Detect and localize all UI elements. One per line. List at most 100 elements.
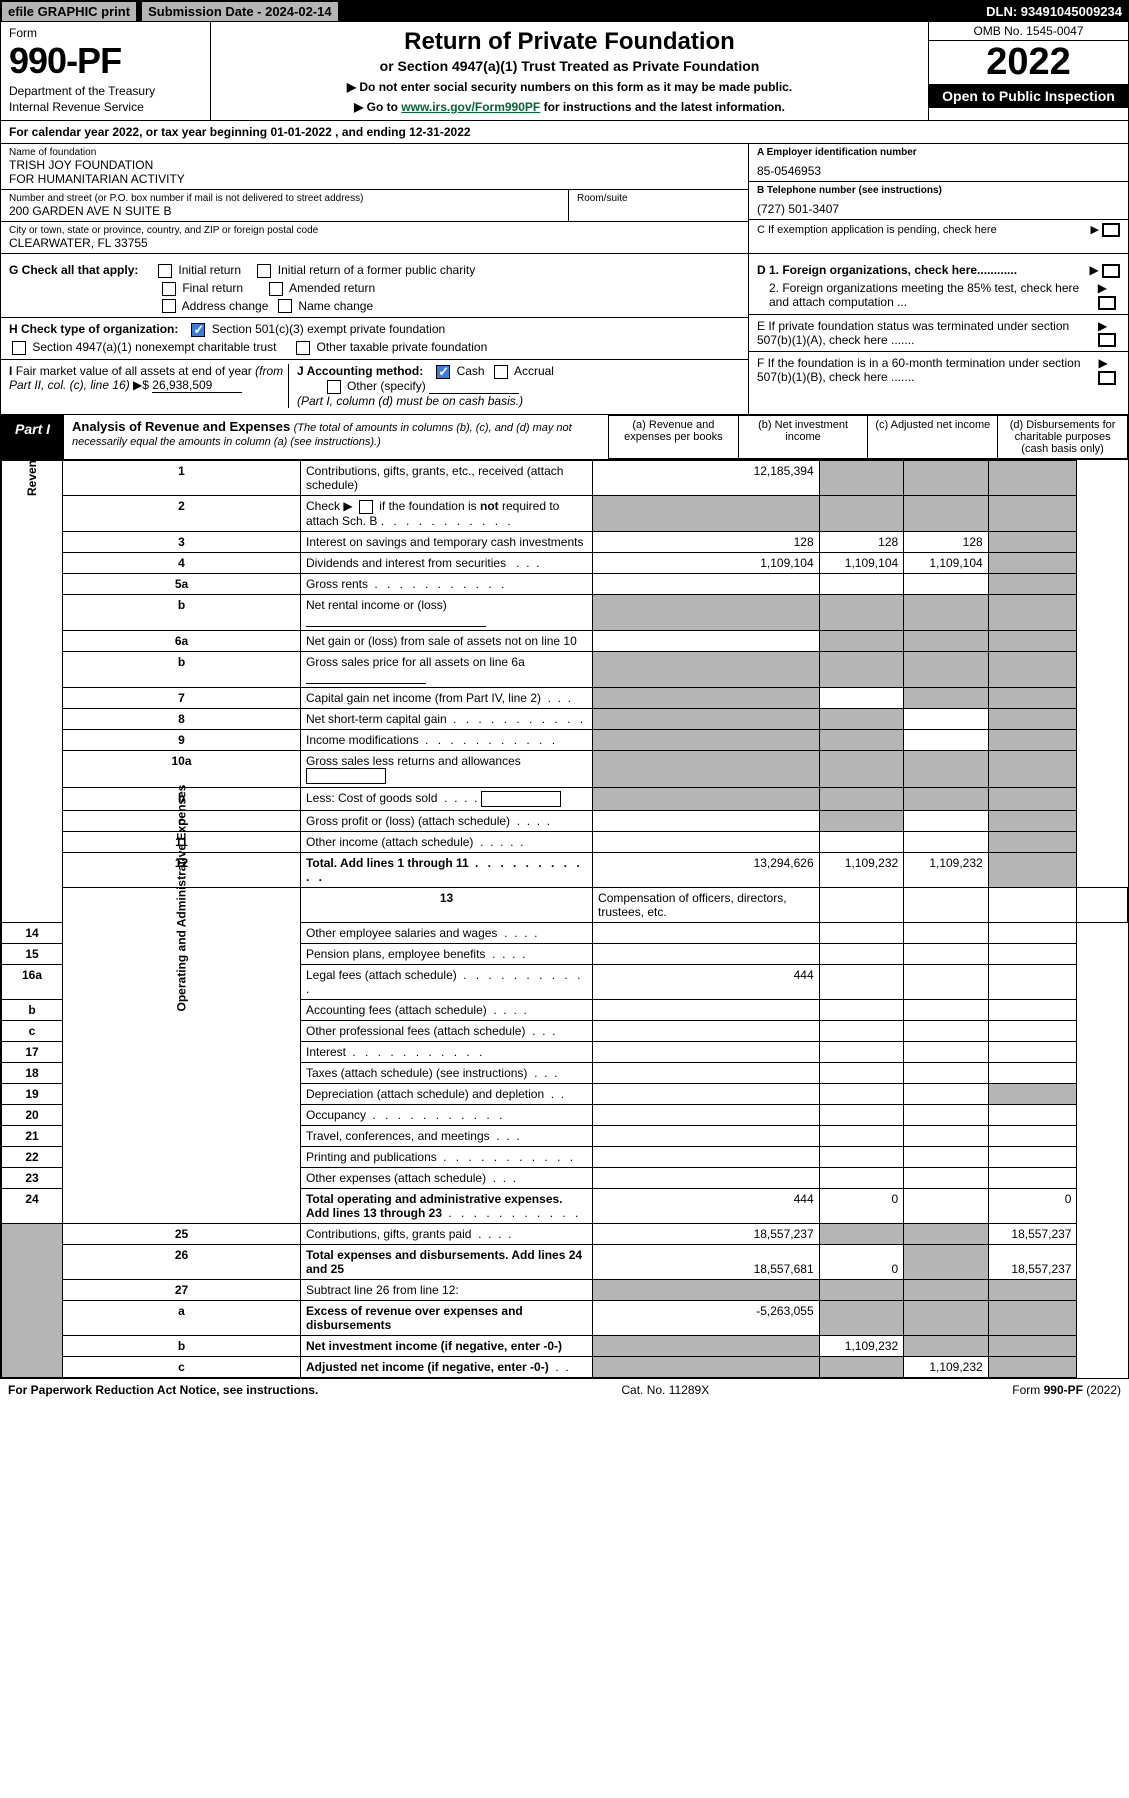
g-initial-former-check[interactable]: [257, 264, 271, 278]
line-val-a: 1,109,104: [593, 552, 820, 573]
g-amended-check[interactable]: [269, 282, 283, 296]
line-val-b: 1,109,104: [819, 552, 904, 573]
line-num: 1: [63, 460, 301, 495]
line-num: b: [63, 1335, 301, 1356]
checks-section: G Check all that apply: Initial return I…: [1, 254, 1128, 415]
line-desc: Printing and publications: [300, 1146, 592, 1167]
j-note: (Part I, column (d) must be on cash basi…: [297, 394, 523, 408]
table-row: Revenue 1 Contributions, gifts, grants, …: [2, 460, 1128, 495]
d1-label: D 1. Foreign organizations, check here..…: [757, 263, 1017, 277]
table-row: bNet rental income or (loss): [2, 594, 1128, 630]
tel-value: (727) 501-3407: [757, 202, 1120, 216]
col-c-header: (c) Adjusted net income: [868, 415, 998, 458]
line-val-b: 0: [819, 1188, 904, 1223]
line-desc: Net gain or (loss) from sale of assets n…: [300, 630, 592, 651]
e-checkbox[interactable]: [1098, 333, 1116, 347]
f-checkbox[interactable]: [1098, 371, 1116, 385]
part1-header: Part I Analysis of Revenue and Expenses …: [1, 415, 1128, 460]
i-block: I Fair market value of all assets at end…: [9, 364, 289, 408]
i-value: 26,938,509: [152, 378, 242, 393]
line-num: 6a: [63, 630, 301, 651]
table-row: 3 Interest on savings and temporary cash…: [2, 531, 1128, 552]
ein-value: 85-0546953: [757, 164, 1120, 178]
entity-right: A Employer identification number 85-0546…: [748, 144, 1128, 253]
c-checkbox[interactable]: [1102, 223, 1120, 237]
line-desc: Income modifications: [300, 729, 592, 750]
line-num: b: [63, 651, 301, 687]
h-4947-check[interactable]: [12, 341, 26, 355]
line-num: 23: [2, 1167, 63, 1188]
note-pre: ▶ Go to: [354, 100, 401, 114]
footer-left: For Paperwork Reduction Act Notice, see …: [8, 1383, 318, 1397]
line-val-d: [988, 460, 1077, 495]
footer-center: Cat. No. 11289X: [621, 1383, 709, 1397]
g-opt-2: Final return: [182, 281, 243, 295]
irs-link[interactable]: www.irs.gov/Form990PF: [401, 100, 540, 114]
line-desc: Contributions, gifts, grants paid . . . …: [300, 1223, 592, 1244]
g-name-change-check[interactable]: [278, 299, 292, 313]
line-val-c: 1,109,232: [904, 852, 989, 887]
line-num: c: [2, 1020, 63, 1041]
form-container: efile GRAPHIC print Submission Date - 20…: [0, 0, 1129, 1379]
h-opt-3: Other taxable private foundation: [317, 340, 488, 354]
j-cash-check[interactable]: [436, 365, 450, 379]
line-num: 5a: [63, 573, 301, 594]
j-other-check[interactable]: [327, 380, 341, 394]
street-address: 200 GARDEN AVE N SUITE B: [9, 204, 560, 218]
part1-desc: Analysis of Revenue and Expenses (The to…: [64, 415, 608, 459]
table-row: 25Contributions, gifts, grants paid . . …: [2, 1223, 1128, 1244]
line-num: 16a: [2, 964, 63, 999]
line-desc: Less: Cost of goods sold . . . .: [300, 787, 592, 810]
line-num: 14: [2, 922, 63, 943]
h-other-taxable-check[interactable]: [296, 341, 310, 355]
part1-table: Revenue 1 Contributions, gifts, grants, …: [1, 460, 1128, 1378]
table-row: bLess: Cost of goods sold . . . .: [2, 787, 1128, 810]
line-val-c: 1,109,232: [904, 1356, 989, 1377]
table-row: 8Net short-term capital gain: [2, 708, 1128, 729]
line-val-c: 1,109,104: [904, 552, 989, 573]
line-num: 3: [63, 531, 301, 552]
j-accrual: Accrual: [514, 364, 554, 378]
d2-checkbox[interactable]: [1098, 296, 1116, 310]
j-cash: Cash: [457, 364, 485, 378]
g-initial-return-check[interactable]: [158, 264, 172, 278]
col-b-header: (b) Net investment income: [738, 415, 868, 458]
line-desc: Net short-term capital gain: [300, 708, 592, 729]
line-desc: Interest on savings and temporary cash i…: [300, 531, 592, 552]
g-line-2: Final return Amended return: [9, 281, 740, 296]
j-label: J Accounting method:: [297, 364, 423, 378]
checks-left: G Check all that apply: Initial return I…: [1, 254, 748, 414]
checks-right: D 1. Foreign organizations, check here..…: [748, 254, 1128, 414]
line-num: 2: [63, 495, 301, 531]
efile-print-button[interactable]: efile GRAPHIC print: [1, 1, 137, 22]
line-val-a: 12,185,394: [593, 460, 820, 495]
sch-b-check[interactable]: [359, 500, 373, 514]
h-opt-1: Section 501(c)(3) exempt private foundat…: [212, 322, 445, 336]
line-val-b: [819, 460, 904, 495]
foundation-name-1: TRISH JOY FOUNDATION: [9, 158, 740, 172]
line-val-a: 18,557,237: [593, 1223, 820, 1244]
line-num: 27: [63, 1279, 301, 1300]
line-num: 25: [63, 1223, 301, 1244]
table-row: 10aGross sales less returns and allowanc…: [2, 750, 1128, 787]
g-final-return-check[interactable]: [162, 282, 176, 296]
table-row: 4 Dividends and interest from securities…: [2, 552, 1128, 573]
h-501c3-check[interactable]: [191, 323, 205, 337]
line-num: 26: [63, 1244, 301, 1279]
h-label: H Check type of organization:: [9, 322, 178, 336]
line-val-b: 1,109,232: [819, 852, 904, 887]
line-num: 10a: [63, 750, 301, 787]
table-row: 11Other income (attach schedule) . . . .…: [2, 831, 1128, 852]
d2-label: 2. Foreign organizations meeting the 85%…: [769, 281, 1098, 310]
foundation-name-2: FOR HUMANITARIAN ACTIVITY: [9, 172, 740, 186]
line-val-d: 18,557,237: [988, 1223, 1077, 1244]
h-line: H Check type of organization: Section 50…: [1, 317, 748, 337]
e-line: E If private foundation status was termi…: [749, 314, 1128, 348]
j-accrual-check[interactable]: [494, 365, 508, 379]
submission-date: Submission Date - 2024-02-14: [141, 1, 339, 22]
d1-checkbox[interactable]: [1102, 264, 1120, 278]
note-post: for instructions and the latest informat…: [540, 100, 785, 114]
g-line-3: Address change Name change: [9, 299, 740, 314]
g-address-change-check[interactable]: [162, 299, 176, 313]
i-label: I: [9, 364, 12, 378]
